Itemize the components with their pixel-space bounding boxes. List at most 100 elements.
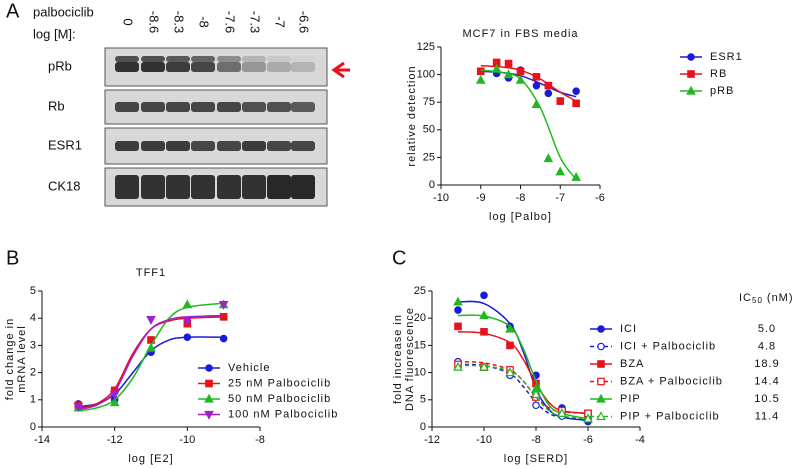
legend-label: 50 nM Palbociclib: [228, 393, 331, 405]
band: [191, 102, 215, 112]
panel-letter: A: [6, 0, 20, 22]
x-axis-label: log [SERD]: [504, 453, 568, 465]
band: [242, 56, 266, 62]
marker: [503, 69, 514, 79]
ic50-value: 14.4: [754, 375, 779, 387]
x-tick-label: -12: [424, 434, 440, 446]
marker: [109, 390, 120, 400]
fit-curve: [457, 314, 589, 420]
marker: [146, 342, 156, 352]
marker: [453, 296, 463, 306]
blot-row-label: ESR1: [48, 137, 82, 152]
band: [242, 141, 266, 151]
x-tick-label: -6: [595, 192, 605, 204]
band: [267, 62, 291, 72]
lane-label: -8.3: [172, 11, 187, 33]
band: [166, 56, 190, 62]
legend-label: ESR1: [710, 51, 743, 63]
fit-curve: [457, 300, 589, 422]
y-tick-label: 20: [414, 312, 426, 324]
x-axis-label: log [Palbo]: [489, 211, 552, 223]
x-tick-label: -8: [255, 434, 265, 446]
y-tick-label: 0: [429, 179, 435, 191]
band: [166, 102, 190, 112]
ic50-value: 10.5: [754, 393, 779, 405]
legend-marker: [205, 364, 213, 372]
y-tick-label: 10: [414, 367, 426, 379]
fit-curve: [480, 69, 577, 180]
marker: [544, 81, 553, 90]
x-tick-label: -6: [583, 434, 593, 446]
legend-marker: [596, 411, 606, 421]
legend-marker: [597, 325, 605, 333]
x-axis-label: log [E2]: [128, 453, 173, 465]
panel-letter: B: [6, 247, 19, 269]
lane-label: -7.3: [248, 11, 263, 33]
band: [115, 175, 139, 199]
legend-marker: [597, 377, 605, 386]
marker: [219, 334, 228, 343]
band: [141, 102, 165, 112]
band: [267, 56, 291, 62]
y-tick-label: 2: [30, 367, 36, 379]
marker: [479, 361, 489, 371]
ic50-header: IC50 (nM): [739, 292, 794, 305]
band: [166, 62, 190, 72]
legend-marker: [204, 393, 214, 403]
arrow: [331, 61, 350, 79]
band: [217, 102, 241, 112]
legend-marker: [596, 393, 606, 403]
band: [166, 141, 190, 151]
legend-marker: [686, 85, 696, 95]
lane-label: -7.6: [223, 11, 238, 33]
marker: [505, 323, 515, 333]
marker: [218, 301, 229, 310]
y-tick-label: 100: [417, 69, 435, 81]
ic50-header-sub: 50: [752, 296, 763, 305]
lane-label: -6.6: [297, 11, 312, 33]
marker: [480, 291, 488, 300]
band: [141, 175, 165, 199]
y-tick-label: 3: [30, 339, 36, 351]
marker: [182, 299, 193, 309]
band: [217, 62, 241, 72]
y-tick-label: 4: [30, 312, 36, 324]
chart-title: TFF1: [136, 267, 166, 279]
band: [115, 141, 139, 151]
legend-label: RB: [710, 68, 727, 80]
marker: [506, 341, 514, 350]
marker: [532, 81, 541, 90]
y-tick-label: 50: [423, 124, 435, 136]
legend-label: ICI: [620, 323, 637, 335]
blot-row-label: CK18: [48, 178, 81, 193]
x-tick-label: -8: [531, 434, 541, 446]
lane-label: -8.6: [147, 11, 162, 33]
band: [191, 62, 215, 72]
legend-marker: [597, 342, 605, 351]
band: [291, 62, 315, 72]
marker: [543, 153, 554, 163]
band: [291, 175, 315, 199]
band: [267, 102, 291, 112]
marker: [182, 317, 193, 327]
marker: [557, 408, 567, 417]
legend-marker: [205, 379, 213, 388]
marker: [491, 63, 502, 73]
legend-label: Vehicle: [228, 362, 270, 374]
ic50-value: 5.0: [758, 323, 776, 335]
panel-letter: C: [392, 247, 406, 269]
y-axis-label: DNA fluorescence: [404, 307, 416, 411]
band: [141, 62, 165, 72]
marker: [532, 73, 541, 81]
fit-curve: [78, 316, 224, 409]
y-tick-label: 5: [420, 394, 426, 406]
marker: [73, 403, 84, 412]
y-tick-label: 25: [423, 151, 435, 163]
marker: [572, 99, 580, 108]
band: [115, 56, 139, 62]
x-tick-label: -10: [179, 434, 195, 446]
band: [267, 175, 291, 199]
y-tick-label: 1: [30, 394, 36, 406]
band: [242, 102, 266, 112]
marker: [146, 315, 156, 325]
